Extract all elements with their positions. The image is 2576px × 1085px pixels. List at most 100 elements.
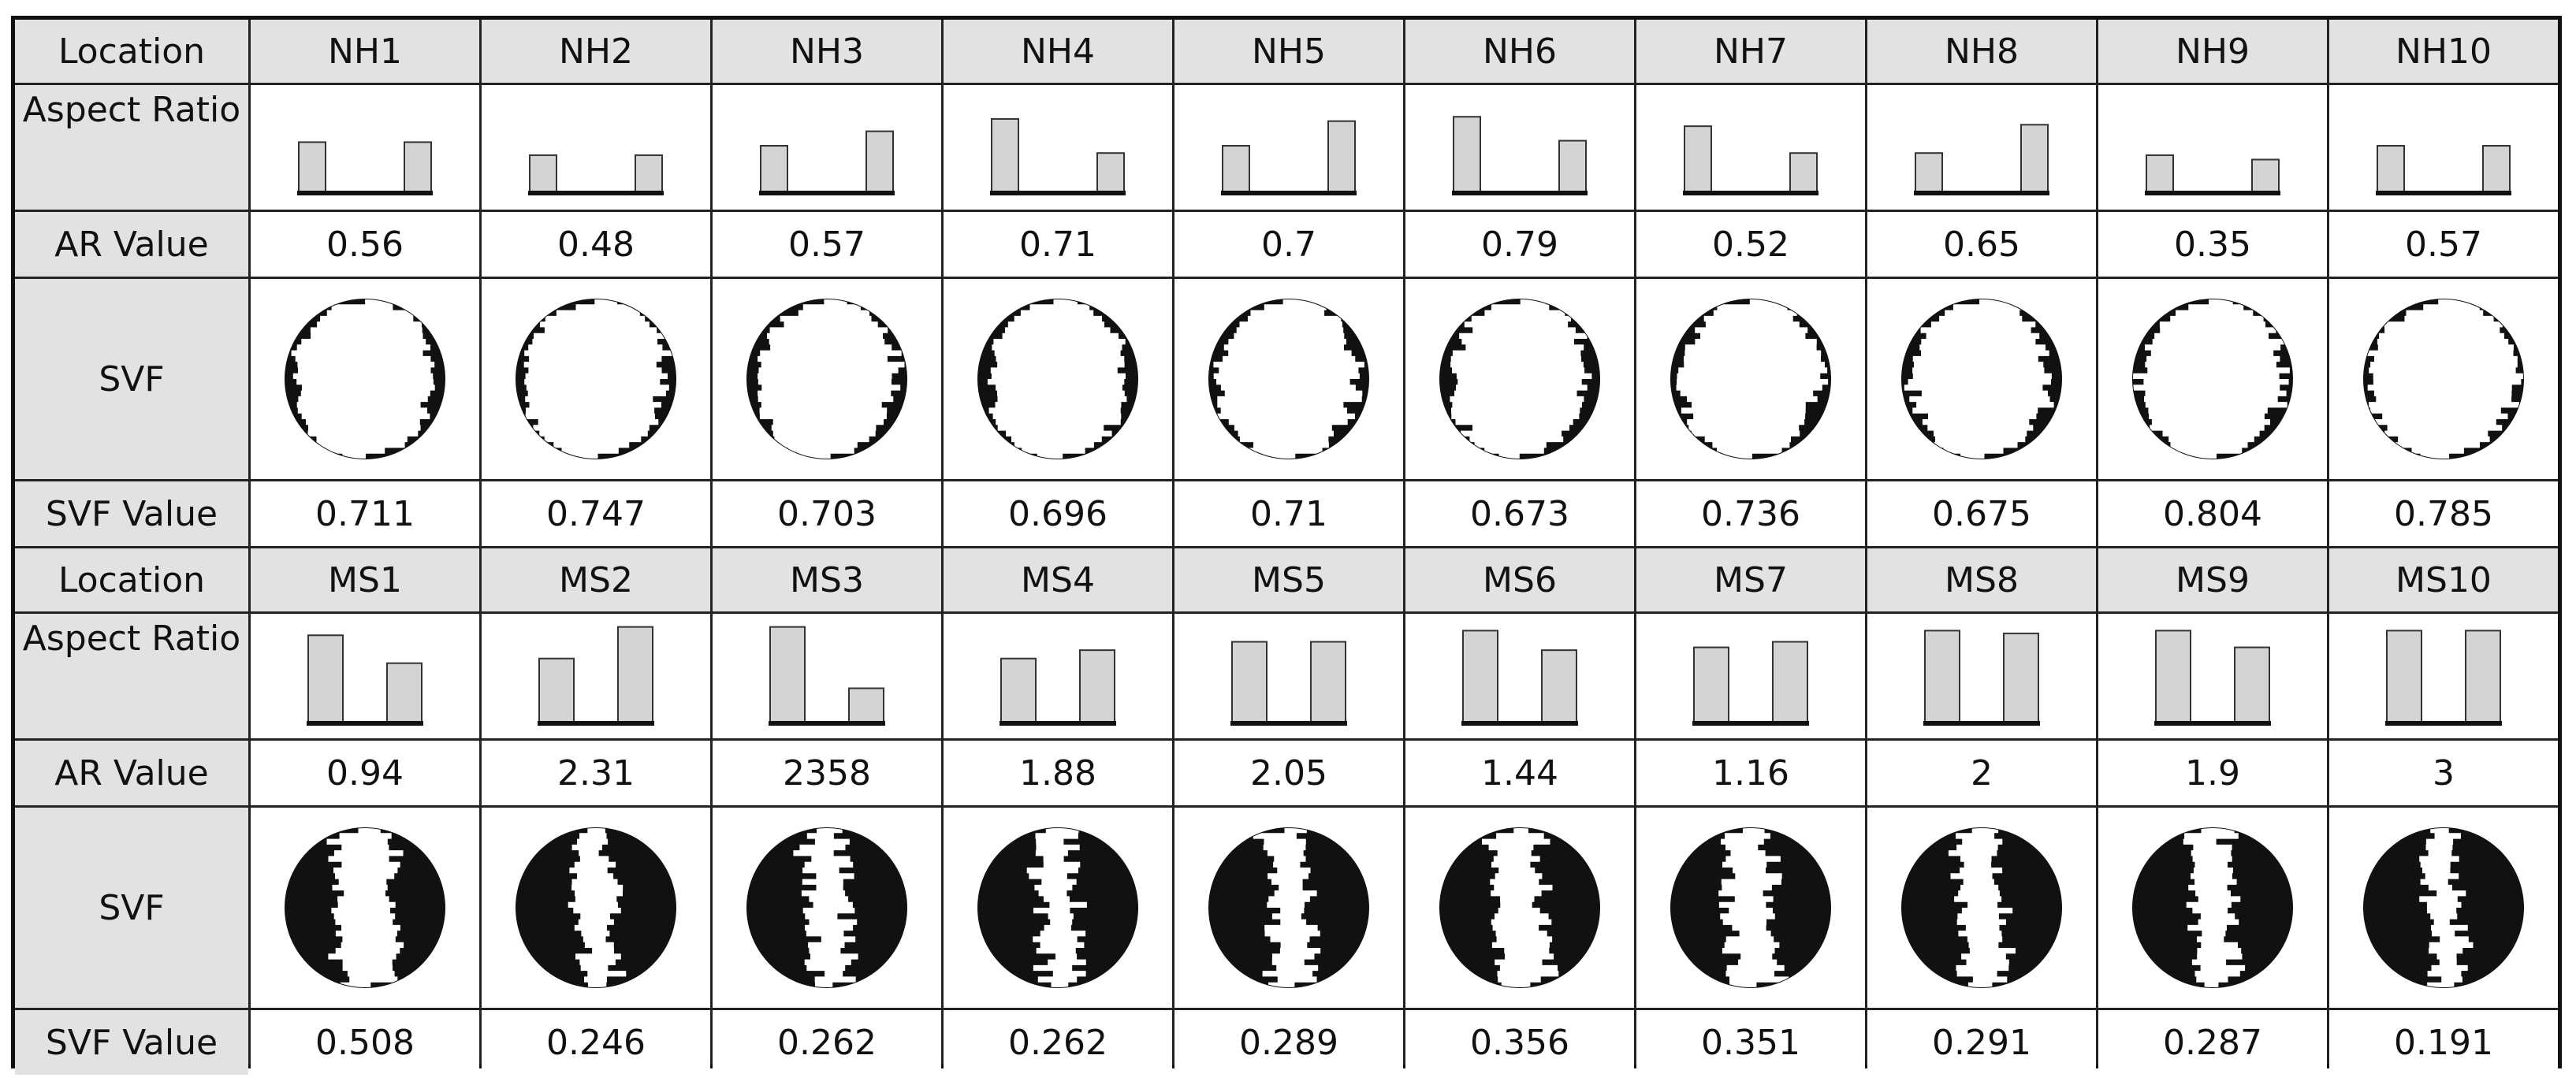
svf-comparison-table: Location NH1 NH2 NH3 NH4 NH5 NH6 NH7 NH8 NH9 NH10 A…: [11, 16, 2562, 1075]
location-header: NH1: [251, 20, 479, 83]
building-right-bar: [1789, 152, 1818, 193]
aspect-ratio-value: 0.48: [482, 212, 710, 277]
sky-view-fisheye-image: [2132, 299, 2293, 459]
location-header: NH9: [2098, 20, 2327, 83]
visible-sky-area: [568, 828, 627, 987]
sky-view-factor-value: 0.711: [251, 481, 479, 546]
building-left-bar: [1693, 646, 1729, 723]
aspect-ratio-cell: [482, 614, 710, 738]
visible-sky-area: [2366, 299, 2523, 459]
building-left-bar: [2146, 154, 2174, 193]
aspect-ratio-value: 1.88: [944, 741, 1172, 805]
sky-view-factor-value: 0.785: [2329, 481, 2558, 546]
aspect-ratio-value: 0.52: [1636, 212, 1865, 277]
aspect-ratio-value: 0.65: [1867, 212, 2096, 277]
aspect-ratio-value: 0.71: [944, 212, 1172, 277]
sky-view-factor-value: 0.703: [713, 481, 941, 546]
sky-view-factor-cell: [1636, 279, 1865, 479]
building-left-bar: [2155, 630, 2191, 723]
aspect-ratio-diagram: [1461, 630, 1578, 726]
sky-view-factor-value: 0.351: [1636, 1010, 1865, 1075]
building-left-bar: [991, 117, 1019, 192]
building-right-bar: [2482, 145, 2511, 192]
visible-sky-area: [1904, 299, 2054, 459]
sky-view-factor-cell: [1636, 808, 1865, 1008]
aspect-ratio-value: 1.16: [1636, 741, 1865, 805]
aspect-ratio-diagram: [307, 634, 423, 726]
visible-sky-area: [758, 299, 905, 459]
aspect-ratio-cell: [1867, 85, 2096, 210]
aspect-ratio-value: 1.44: [1405, 741, 1634, 805]
aspect-ratio-value: 0.7: [1174, 212, 1403, 277]
sky-view-factor-cell: [2329, 808, 2558, 1008]
location-header: NH4: [944, 20, 1172, 83]
location-header: MS2: [482, 548, 710, 611]
building-left-bar: [1915, 152, 1943, 193]
aspect-ratio-diagram: [297, 141, 433, 195]
aspect-ratio-value: 2: [1867, 741, 2096, 805]
aspect-ratio-cell: [2329, 614, 2558, 738]
location-header: NH6: [1405, 20, 1634, 83]
aspect-ratio-value: 1.9: [2098, 741, 2327, 805]
location-header: NH5: [1174, 20, 1403, 83]
aspect-ratio-diagram: [2385, 630, 2502, 726]
aspect-ratio-value: 0.35: [2098, 212, 2327, 277]
aspect-ratio-diagram: [1221, 120, 1357, 195]
sky-view-fisheye-image: [2363, 827, 2524, 988]
building-left-bar: [1684, 125, 1712, 192]
location-header: MS1: [251, 548, 479, 611]
aspect-ratio-diagram: [990, 117, 1126, 195]
aspect-ratio-cell: [1867, 614, 2096, 738]
visible-sky-area: [2183, 828, 2246, 987]
location-header: MS8: [1867, 548, 2096, 611]
aspect-ratio-cell: [1174, 614, 1403, 738]
sky-view-factor-value: 0.291: [1867, 1010, 2096, 1075]
location-header: NH10: [2329, 20, 2558, 83]
visible-sky-area: [1718, 828, 1789, 987]
sky-view-factor-cell: [1174, 808, 1403, 1008]
building-right-bar: [635, 154, 663, 193]
sky-view-factor-value: 0.673: [1405, 481, 1634, 546]
sky-view-factor-value: 0.262: [713, 1010, 941, 1075]
location-header: MS9: [2098, 548, 2327, 611]
aspect-ratio-cell: [482, 85, 710, 210]
sky-view-fisheye-image: [2363, 299, 2524, 459]
building-left-bar: [1453, 116, 1481, 192]
aspect-ratio-cell: [1636, 614, 1865, 738]
sky-view-factor-cell: [2329, 279, 2558, 479]
aspect-ratio-cell: [2098, 85, 2327, 210]
sky-view-factor-cell: [251, 279, 479, 479]
sky-view-fisheye-image: [1439, 299, 1600, 459]
sky-view-fisheye-image: [516, 827, 676, 988]
sky-view-fisheye-image: [285, 299, 445, 459]
aspect-ratio-cell: [2098, 614, 2327, 738]
sky-view-factor-cell: [1405, 808, 1634, 1008]
sky-view-factor-cell: [1867, 808, 2096, 1008]
building-left-bar: [760, 145, 788, 192]
sky-view-factor-value: 0.508: [251, 1010, 479, 1075]
building-right-bar: [404, 141, 432, 192]
visible-sky-area: [326, 828, 404, 987]
visible-sky-area: [793, 828, 858, 987]
building-right-bar: [1772, 641, 1808, 723]
row-label-svf: SVF: [15, 808, 248, 1008]
sky-view-factor-cell: [1174, 279, 1403, 479]
aspect-ratio-cell: [713, 614, 941, 738]
sky-view-factor-cell: [944, 279, 1172, 479]
sky-view-factor-value: 0.287: [2098, 1010, 2327, 1075]
visible-sky-area: [1253, 828, 1321, 987]
aspect-ratio-value: 0.56: [251, 212, 479, 277]
aspect-ratio-value: 3: [2329, 741, 2558, 805]
sky-view-factor-value: 0.191: [2329, 1010, 2558, 1075]
aspect-ratio-diagram: [1692, 641, 1809, 726]
aspect-ratio-value: 2.05: [1174, 741, 1403, 805]
aspect-ratio-value: 0.57: [713, 212, 941, 277]
aspect-ratio-cell: [944, 85, 1172, 210]
sky-view-factor-value: 0.675: [1867, 481, 2096, 546]
visible-sky-area: [2133, 299, 2290, 459]
visible-sky-area: [1482, 828, 1559, 987]
aspect-ratio-diagram: [1452, 116, 1588, 195]
visible-sky-area: [1026, 828, 1087, 987]
sky-view-fisheye-image: [977, 299, 1138, 459]
building-right-bar: [1079, 649, 1115, 723]
